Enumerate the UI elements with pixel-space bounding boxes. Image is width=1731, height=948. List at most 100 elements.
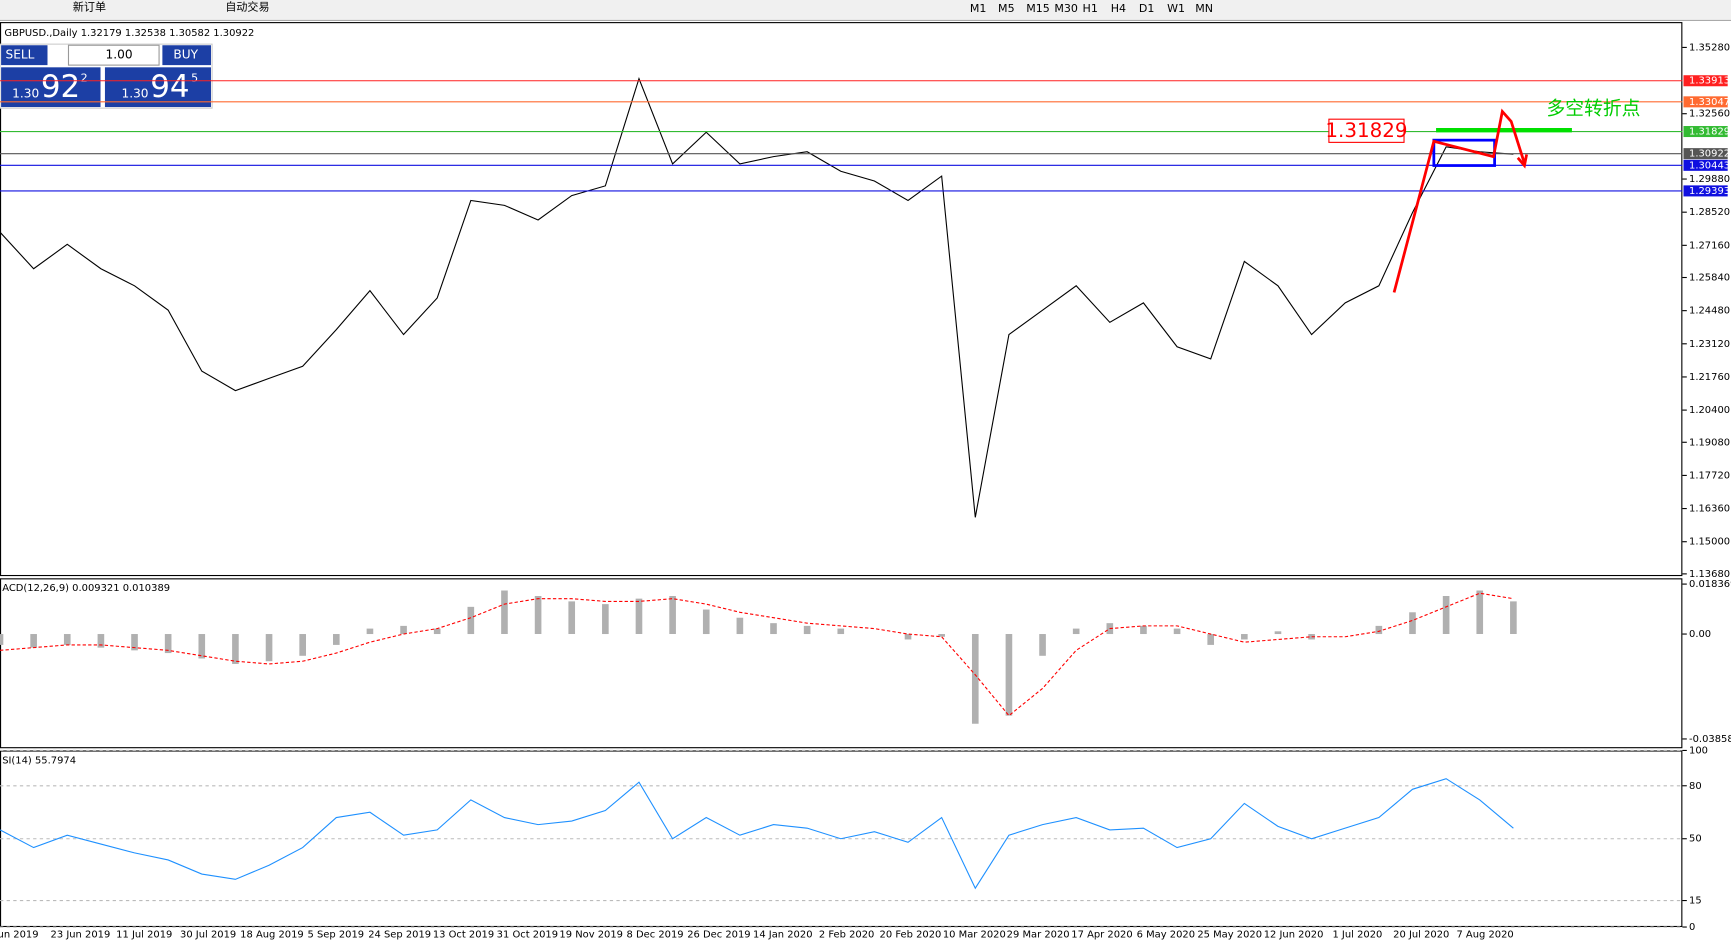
x-tick-label: 20 Feb 2020 (880, 930, 942, 941)
rsi-title: SI(14) 55.7974 (2, 755, 76, 766)
turning-point-note: 多空转折点 (1547, 98, 1641, 120)
x-tick-label: 11 Jul 2019 (116, 930, 172, 941)
x-tick-label: 25 May 2020 (1197, 930, 1262, 941)
x-tick-label: 20 Jul 2020 (1393, 930, 1449, 941)
level-label-box (1683, 126, 1728, 138)
x-tick-label: 14 Jan 2020 (753, 930, 813, 941)
bid-big: 1.30 (12, 86, 39, 100)
timeframe-button[interactable]: W1 (1167, 2, 1185, 15)
level-label-box (1683, 148, 1728, 160)
ask-big: 1.30 (122, 86, 149, 100)
y-tick-label: 1.13680 (1689, 569, 1730, 580)
x-tick-label: 12 Jun 2020 (1264, 930, 1324, 941)
y-tick-label: 50 (1689, 834, 1702, 845)
trade-panel: SELL 1.00 BUY 1.30 92 2 1.30 94 5 (0, 43, 213, 109)
y-tick-label: 1.19080 (1689, 437, 1730, 448)
x-tick-label: 5 Sep 2019 (308, 930, 365, 941)
buy-label: BUY (173, 48, 198, 62)
x-tick-label: 31 Oct 2019 (497, 930, 558, 941)
lots-input[interactable] (67, 44, 160, 66)
level-label: 1.30922 (1689, 149, 1730, 160)
y-tick-label: 80 (1689, 781, 1702, 792)
x-tick-label: 7 Aug 2020 (1456, 930, 1513, 941)
autotrading-button[interactable]: 自动交易 (225, 0, 269, 14)
timeframe-button[interactable]: D1 (1139, 2, 1155, 15)
timeframe-button[interactable]: H1 (1083, 2, 1098, 15)
y-tick-label: 0.018369 (1689, 579, 1731, 590)
bid-main: 92 (41, 69, 80, 105)
new-order-button[interactable]: 新订单 (73, 0, 106, 14)
toolbar (0, 0, 1731, 20)
sell-button[interactable] (1, 45, 48, 66)
y-tick-label: 1.20400 (1689, 405, 1730, 416)
ask-sup: 5 (191, 71, 198, 84)
x-tick-label: Jun 2019 (0, 930, 39, 941)
level-label-box (1683, 185, 1728, 197)
x-tick-label: 18 Aug 2019 (240, 930, 304, 941)
x-tick-label: 1 Jul 2020 (1332, 930, 1382, 941)
arrow-head (1516, 154, 1528, 169)
level-label: 1.29393 (1689, 186, 1730, 197)
y-tick-label: 1.35280 (1689, 42, 1730, 53)
ask-main: 94 (150, 69, 189, 105)
y-tick-label: 1.23120 (1689, 339, 1730, 350)
price-line (0, 778, 1514, 890)
signal-line (0, 592, 1514, 717)
level-label: 1.30443 (1689, 160, 1730, 171)
timeframe-button[interactable]: M5 (998, 2, 1015, 15)
timeframe-button[interactable]: M1 (970, 2, 987, 15)
x-tick-label: 30 Jul 2019 (180, 930, 236, 941)
x-tick-label: 2 Feb 2020 (819, 930, 874, 941)
main-panel (0, 22, 1683, 577)
chart-title: GBPUSD.,Daily 1.32179 1.32538 1.30582 1.… (4, 28, 254, 39)
y-tick-label: 1.16360 (1689, 504, 1730, 515)
timeframe-button[interactable]: MN (1195, 2, 1213, 15)
timeframe-button[interactable]: M30 (1054, 2, 1078, 15)
price-line (0, 76, 1514, 518)
ask-box[interactable] (104, 67, 211, 108)
y-tick-label: 0.00 (1689, 629, 1711, 640)
x-tick-label: 8 Dec 2019 (627, 930, 684, 941)
x-tick-label: 29 Mar 2020 (1007, 930, 1070, 941)
x-tick-label: 17 Apr 2020 (1071, 930, 1132, 941)
y-tick-label: 100 (1689, 745, 1708, 756)
y-tick-label: 1.21760 (1689, 372, 1730, 383)
level-label-box (1683, 96, 1728, 108)
x-tick-label: 23 Jun 2019 (51, 930, 111, 941)
y-tick-label: 1.28520 (1689, 207, 1730, 218)
macd-title: ACD(12,26,9) 0.009321 0.010389 (2, 583, 170, 594)
price-label-box (1328, 118, 1405, 143)
x-tick-label: 6 May 2020 (1137, 930, 1195, 941)
drawings: 1.31829 多空转折点 (1325, 98, 1640, 293)
level-label: 1.31829 (1689, 127, 1730, 138)
y-tick-label: 1.15000 (1689, 537, 1730, 548)
price-annotation: 1.31829 (1325, 119, 1407, 142)
x-tick-label: 13 Oct 2019 (433, 930, 494, 941)
y-tick-label: 15 (1689, 896, 1702, 907)
x-tick-label: 24 Sep 2019 (368, 930, 431, 941)
level-label: 1.33047 (1689, 97, 1730, 108)
level-label-box (1683, 75, 1728, 87)
buy-button[interactable] (162, 45, 211, 66)
y-tick-label: -0.038585 (1689, 734, 1731, 745)
bid-sup: 2 (81, 71, 88, 84)
level-label: 1.33913 (1689, 76, 1730, 87)
y-tick-label: 1.24480 (1689, 306, 1730, 317)
timeframe-button[interactable]: M15 (1026, 2, 1050, 15)
lots-value: 1.00 (106, 48, 133, 62)
x-tick-label: 19 Nov 2019 (559, 930, 623, 941)
y-tick-label: 1.29880 (1689, 174, 1730, 185)
x-tick-label: 26 Dec 2019 (687, 930, 750, 941)
bid-box[interactable] (1, 67, 101, 108)
level-label-box (1683, 159, 1728, 171)
y-tick-label: 0 (1689, 922, 1695, 933)
sell-label: SELL (6, 48, 35, 62)
y-tick-label: 1.25840 (1689, 273, 1730, 284)
y-tick-label: 1.27160 (1689, 240, 1730, 251)
y-tick-label: 1.17720 (1689, 470, 1730, 481)
macd-panel (0, 578, 1683, 749)
y-tick-label: 1.32560 (1689, 109, 1730, 120)
red-arrows (1392, 108, 1526, 293)
timeframe-button[interactable]: H4 (1111, 2, 1126, 15)
